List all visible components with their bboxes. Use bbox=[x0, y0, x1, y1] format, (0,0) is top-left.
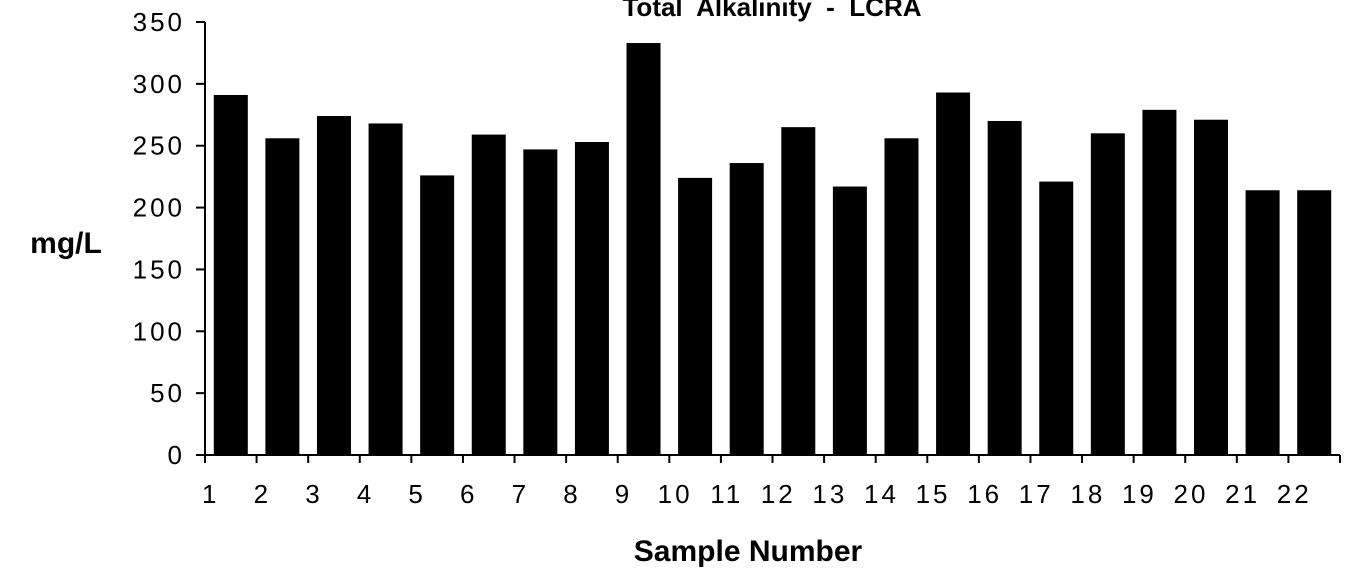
y-axis-ticks: 0 50 100 150 200 250 300 350 bbox=[133, 7, 205, 470]
y-axis-label: mg/L bbox=[30, 227, 102, 260]
chart-title: Total Alkalinity - LCRA bbox=[622, 0, 921, 22]
bar-sample-6 bbox=[471, 134, 506, 455]
bar-sample-2 bbox=[265, 138, 300, 456]
bar-sample-12 bbox=[781, 127, 816, 455]
bar-sample-22 bbox=[1297, 190, 1332, 455]
bar-sample-20 bbox=[1194, 119, 1229, 455]
bars-group bbox=[213, 43, 1332, 456]
x-tick-label: 22 bbox=[1277, 479, 1312, 509]
y-tick-label: 50 bbox=[150, 378, 185, 408]
y-tick-label: 250 bbox=[133, 131, 185, 161]
x-tick-label: 12 bbox=[761, 479, 796, 509]
x-tick-label: 2 bbox=[254, 479, 271, 509]
x-tick-label: 5 bbox=[408, 479, 425, 509]
x-tick-label: 19 bbox=[1122, 479, 1157, 509]
x-tick-label: 18 bbox=[1070, 479, 1105, 509]
y-tick-label: 100 bbox=[133, 316, 185, 346]
x-tick-label: 10 bbox=[658, 479, 693, 509]
x-tick-label: 3 bbox=[305, 479, 322, 509]
x-tick-label: 13 bbox=[812, 479, 847, 509]
x-tick-label: 14 bbox=[864, 479, 899, 509]
x-axis-ticks: 1 2 3 4 5 6 7 8 9 10 11 12 13 14 15 16 17 18 19 20 21 22 bbox=[202, 455, 1341, 509]
x-tick-label: 20 bbox=[1174, 479, 1209, 509]
bar-sample-15 bbox=[936, 92, 971, 456]
bar-sample-18 bbox=[1090, 133, 1125, 455]
x-tick-label: 15 bbox=[916, 479, 951, 509]
y-tick-label: 150 bbox=[133, 254, 185, 284]
bar-sample-4 bbox=[368, 123, 403, 455]
bar-sample-14 bbox=[884, 138, 919, 456]
bar-sample-13 bbox=[832, 186, 867, 456]
x-tick-label: 9 bbox=[615, 479, 632, 509]
bar-sample-7 bbox=[523, 149, 558, 455]
bar-sample-1 bbox=[213, 94, 248, 456]
bar-sample-8 bbox=[574, 142, 609, 455]
x-tick-label: 8 bbox=[563, 479, 580, 509]
x-tick-label: 11 bbox=[710, 479, 743, 509]
x-tick-label: 17 bbox=[1019, 479, 1054, 509]
x-axis-label: Sample Number bbox=[634, 535, 863, 568]
bar-sample-19 bbox=[1142, 109, 1177, 455]
bar-sample-5 bbox=[420, 175, 455, 455]
bar-sample-21 bbox=[1245, 190, 1280, 455]
x-tick-label: 21 bbox=[1225, 479, 1260, 509]
x-tick-label: 6 bbox=[460, 479, 477, 509]
bar-sample-17 bbox=[1039, 181, 1074, 455]
x-tick-label: 1 bbox=[202, 479, 219, 509]
bar-sample-10 bbox=[678, 177, 713, 455]
x-tick-label: 4 bbox=[357, 479, 374, 509]
bar-sample-3 bbox=[316, 116, 351, 456]
y-tick-label: 350 bbox=[133, 7, 185, 37]
x-tick-label: 16 bbox=[967, 479, 1002, 509]
y-tick-label: 200 bbox=[133, 193, 185, 223]
bar-sample-9 bbox=[626, 43, 661, 455]
bar-sample-11 bbox=[729, 163, 764, 455]
y-tick-label: 300 bbox=[133, 69, 185, 99]
y-tick-label: 0 bbox=[168, 440, 185, 470]
bar-sample-16 bbox=[987, 120, 1022, 455]
x-tick-label: 7 bbox=[512, 479, 529, 509]
